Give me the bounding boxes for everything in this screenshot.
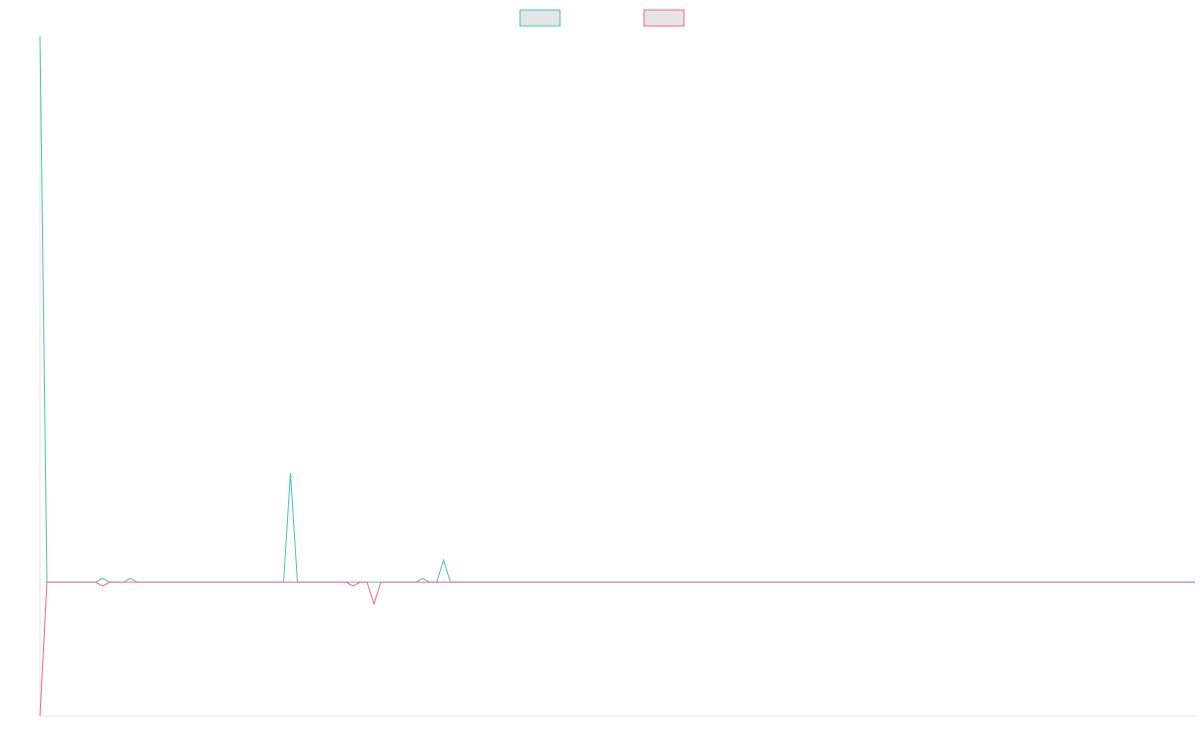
- series-layer: [39, 35, 1195, 717]
- legend-swatch-2[interactable]: [643, 9, 685, 27]
- series-line-1: [39, 35, 1195, 583]
- legend[interactable]: [519, 9, 685, 27]
- series-line-2: [39, 581, 1195, 717]
- legend-swatch-1[interactable]: [519, 9, 561, 27]
